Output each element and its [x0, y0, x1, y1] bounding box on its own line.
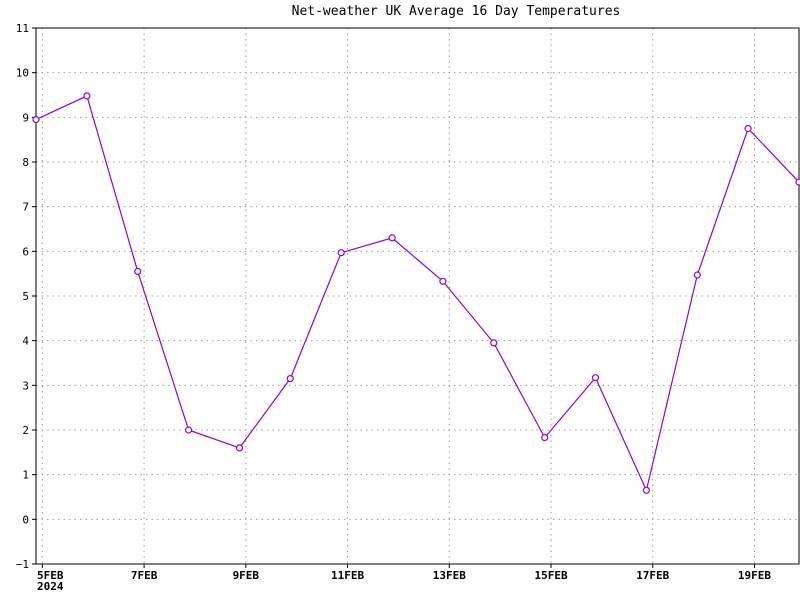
data-point — [32, 115, 40, 124]
series-points-group — [32, 92, 800, 494]
y-tick-label: 10 — [16, 67, 29, 80]
x-tick-label: 9FEB — [233, 569, 260, 582]
x-tick-label: 17FEB — [636, 569, 669, 582]
data-point — [235, 444, 244, 452]
x-tick-label: 7FEB — [131, 569, 158, 582]
y-tick-label: 3 — [22, 379, 29, 392]
data-point — [642, 486, 651, 494]
data-point — [134, 267, 142, 275]
data-point — [693, 271, 701, 279]
data-point — [591, 374, 600, 382]
data-point — [337, 249, 345, 257]
x-tick-label: 15FEB — [534, 569, 567, 582]
data-point — [795, 178, 800, 186]
data-point — [541, 434, 549, 442]
y-tick-label: 6 — [22, 245, 29, 258]
y-axis: −1 0 1 2 3 4 5 6 7 8 9 10 11 — [16, 22, 36, 571]
data-point — [439, 277, 447, 285]
plot-area-frame — [35, 27, 800, 565]
y-tick-label: −1 — [16, 558, 29, 571]
x-tick-sublabel: 2024 — [37, 580, 64, 593]
y-tick-label: 8 — [22, 156, 29, 169]
series-line-group — [35, 95, 800, 493]
y-tick-label: 0 — [22, 513, 29, 526]
y-tick-label: 4 — [22, 335, 29, 348]
data-point — [744, 124, 752, 133]
data-point — [286, 375, 294, 383]
x-tick-label: 5FEB — [37, 569, 64, 582]
series-line — [35, 95, 800, 493]
y-tick-label: 1 — [22, 469, 29, 482]
chart-title: Net-weather UK Average 16 Day Temperatur… — [292, 4, 621, 19]
x-tick-label: 13FEB — [433, 569, 466, 582]
y-tick-label: 7 — [22, 201, 29, 214]
y-tick-label: 5 — [22, 290, 29, 303]
data-point — [388, 234, 396, 242]
x-tick-label: 11FEB — [331, 569, 364, 582]
grid — [36, 28, 799, 564]
y-tick-label: 11 — [16, 22, 29, 35]
data-point — [83, 92, 91, 100]
data-point — [185, 426, 193, 434]
data-point — [490, 339, 498, 347]
y-tick-label: 9 — [22, 111, 29, 124]
y-tick-label: 2 — [22, 424, 29, 437]
x-tick-label: 19FEB — [738, 569, 771, 582]
